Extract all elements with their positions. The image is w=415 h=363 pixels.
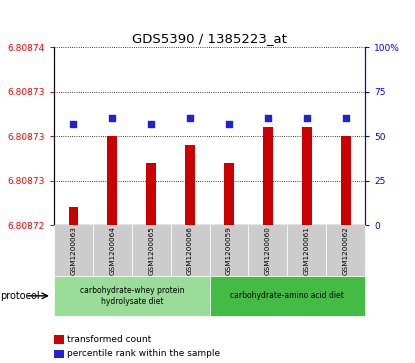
Text: protocol: protocol: [0, 291, 40, 301]
Text: GSM1200062: GSM1200062: [343, 226, 349, 275]
Point: [303, 115, 310, 121]
Text: carbohydrate-whey protein
hydrolysate diet: carbohydrate-whey protein hydrolysate di…: [80, 286, 184, 306]
Point: [265, 115, 271, 121]
Text: GSM1200065: GSM1200065: [148, 226, 154, 275]
Point: [109, 115, 116, 121]
Point: [342, 115, 349, 121]
Bar: [107, 136, 117, 225]
Text: GSM1200063: GSM1200063: [71, 226, 76, 275]
Text: transformed count: transformed count: [67, 335, 151, 344]
Bar: [263, 127, 273, 225]
Bar: [146, 163, 156, 225]
Text: GSM1200066: GSM1200066: [187, 226, 193, 275]
Text: GSM1200059: GSM1200059: [226, 226, 232, 275]
Bar: [224, 163, 234, 225]
Bar: [341, 136, 351, 225]
Point: [187, 115, 193, 121]
Point: [148, 121, 154, 127]
Text: carbohydrate-amino acid diet: carbohydrate-amino acid diet: [230, 291, 344, 300]
Text: percentile rank within the sample: percentile rank within the sample: [67, 350, 220, 358]
Bar: [302, 127, 312, 225]
Text: GSM1200060: GSM1200060: [265, 226, 271, 275]
Bar: [68, 207, 78, 225]
Text: GSM1200064: GSM1200064: [109, 226, 115, 275]
Point: [226, 121, 232, 127]
Text: GSM1200061: GSM1200061: [304, 226, 310, 275]
Title: GDS5390 / 1385223_at: GDS5390 / 1385223_at: [132, 32, 287, 45]
Point: [70, 121, 77, 127]
Bar: [185, 145, 195, 225]
